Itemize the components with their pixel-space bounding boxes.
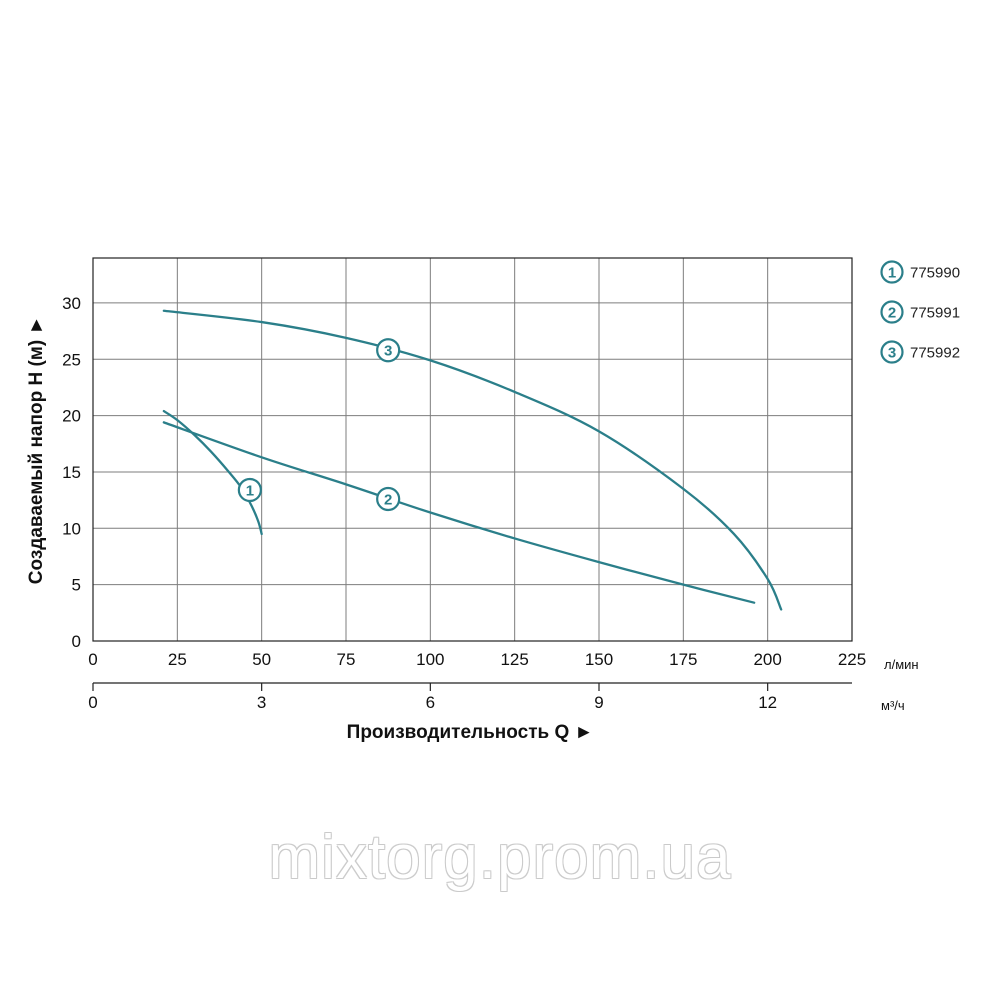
y-axis-title: Создаваемый напор H (м) ► — [26, 316, 47, 585]
watermark: mixtorg.prom.ua — [268, 823, 732, 892]
y-tick-label: 5 — [72, 576, 81, 595]
series-marker-label-1: 1 — [246, 482, 254, 499]
x2-tick-labels: 0 3 6 9 12 — [88, 683, 777, 712]
series-marker-3 — [376, 338, 401, 363]
x-tick-label: 200 — [753, 650, 781, 669]
legend-marker-1 — [880, 260, 904, 284]
x-axis-title: Производительность Q ► — [347, 722, 594, 743]
x-tick-label: 75 — [337, 650, 356, 669]
x2-tick-label: 0 — [88, 693, 97, 712]
x-tick-labels: 0 25 50 75 100 125 150 175 200 225 — [88, 650, 866, 669]
x2-tick-label: 12 — [758, 693, 777, 712]
series-marker-label-3: 3 — [384, 343, 392, 360]
legend: 1 775990 2 775991 3 775992 — [880, 260, 960, 364]
x2-tick-label: 6 — [426, 693, 435, 712]
legend-marker-2 — [880, 300, 904, 324]
legend-marker-label: 3 — [888, 345, 896, 362]
y-tick-label: 0 — [72, 632, 81, 651]
series-marker-label-2: 2 — [384, 491, 392, 508]
x-tick-label: 50 — [252, 650, 271, 669]
legend-marker-3 — [880, 340, 904, 364]
series-marker-1 — [237, 477, 262, 503]
legend-marker-label: 1 — [888, 265, 896, 282]
x-tick-label: 125 — [500, 650, 528, 669]
y-tick-label: 25 — [62, 350, 81, 369]
x2-tick-label: 3 — [257, 693, 266, 712]
series-markers: 1 2 3 — [237, 338, 401, 512]
grid — [93, 258, 852, 641]
x-tick-label: 100 — [416, 650, 444, 669]
series-line-1 — [162, 409, 263, 536]
x2-tick-label: 9 — [594, 693, 603, 712]
series-group — [162, 309, 783, 611]
series-line-2 — [162, 421, 756, 604]
y-tick-labels: 0 5 10 15 20 25 30 — [62, 294, 81, 651]
y-tick-label: 15 — [62, 463, 81, 482]
x-tick-label: 150 — [585, 650, 613, 669]
legend-label-3: 775992 — [910, 345, 960, 362]
y-tick-label: 10 — [62, 519, 81, 538]
x-tick-label: 0 — [88, 650, 97, 669]
x2-unit-label: м³/ч — [881, 698, 905, 713]
series-line-3 — [162, 309, 783, 611]
x-tick-label: 25 — [168, 650, 187, 669]
legend-label-2: 775991 — [910, 305, 960, 322]
series-marker-2 — [376, 486, 401, 512]
x-tick-label: 175 — [669, 650, 697, 669]
x-tick-label: 225 — [838, 650, 866, 669]
plot-frame — [92, 257, 853, 642]
legend-label-1: 775990 — [910, 265, 960, 282]
legend-marker-label: 2 — [888, 305, 896, 322]
y-tick-label: 30 — [62, 294, 81, 313]
y-tick-label: 20 — [62, 407, 81, 426]
x-unit-label: л/мин — [884, 657, 919, 672]
